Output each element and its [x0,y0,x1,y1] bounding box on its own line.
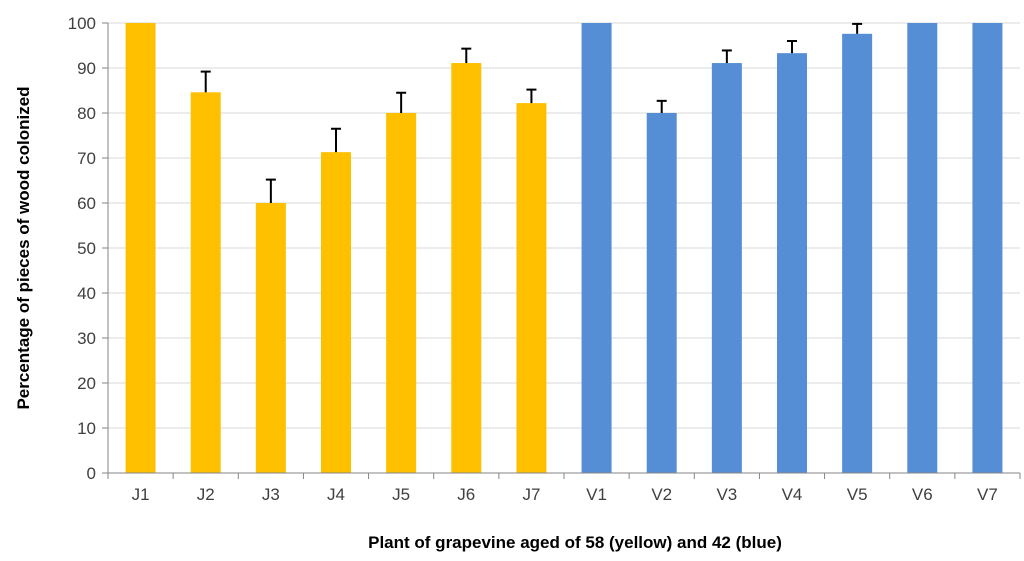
error-bars [200,22,863,203]
x-tick-label: V4 [782,485,803,504]
y-tick-label: 0 [87,464,96,483]
y-tick-label: 20 [77,374,96,393]
y-tick-label: 10 [77,419,96,438]
y-tick-label: 50 [77,239,96,258]
axes [107,23,1021,479]
x-tick-label: V1 [586,485,607,504]
bar-v7 [972,23,1003,473]
x-tick-label: J4 [327,485,345,504]
y-tick-label: 40 [77,284,96,303]
x-tick-label: J7 [522,485,540,504]
x-tick-labels: J1 J2 J3 J4 J5 J6 J7 V1 V2 V3 V4 V5 V6 V7 [132,485,998,504]
bar-j6 [451,63,482,474]
bar-j3 [255,203,286,473]
y-tick-label: 60 [77,194,96,213]
x-tick-label: J5 [392,485,410,504]
bars [125,23,1003,474]
bar-v1 [581,23,612,473]
gridlines [102,22,1020,474]
bar-j2 [190,92,221,474]
bar-v6 [907,23,938,473]
y-tick-label: 90 [77,59,96,78]
x-tick-label: J2 [197,485,215,504]
bar-v4 [777,53,807,474]
y-tick-label: 70 [77,149,96,168]
x-tick-label: J6 [457,485,475,504]
bar-v2 [646,113,677,473]
x-tick-label: J1 [132,485,150,504]
x-tick-label: V7 [977,485,998,504]
x-tick-label: V3 [716,485,737,504]
x-tick-label: V2 [651,485,672,504]
x-tick-label: J3 [262,485,280,504]
bar-j5 [386,113,417,473]
bar-j7 [516,103,547,473]
bar-v5 [842,33,873,474]
bar-j4 [321,152,351,473]
y-axis-title: Percentage of pieces of wood colonized [14,86,33,409]
bar-v3 [711,63,742,474]
x-tick-label: V5 [847,485,868,504]
y-tick-labels: 0 10 20 30 40 50 60 70 80 90 100 [68,14,96,483]
y-tick-label: 80 [77,104,96,123]
x-axis-title: Plant of grapevine aged of 58 (yellow) a… [368,533,782,552]
y-tick-label: 30 [77,329,96,348]
y-tick-label: 100 [68,14,96,33]
x-tick-label: V6 [912,485,933,504]
bar-j1 [125,23,156,473]
